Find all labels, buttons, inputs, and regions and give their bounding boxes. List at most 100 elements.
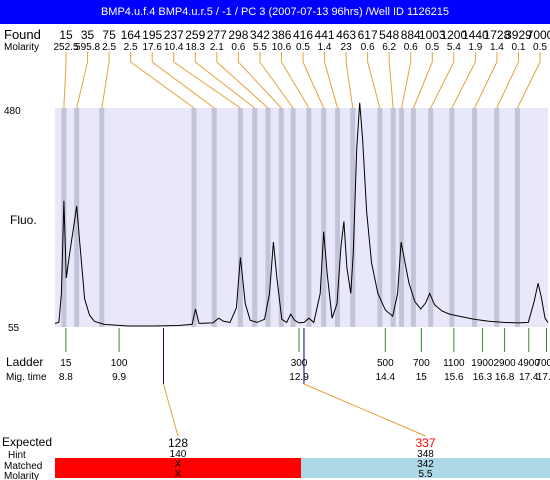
ladder-time-label: 17.4 [519, 372, 539, 383]
peak-bands [61, 108, 520, 327]
ladder-size-label: 1900 [471, 358, 494, 369]
found-peak-connector [194, 52, 255, 109]
ladder-size-label: 100 [111, 358, 128, 369]
found-peak-molarity: 2.5 [102, 42, 116, 53]
found-peak-molarity: 252.5 [53, 42, 78, 53]
ladder-size-label: 15 [60, 358, 72, 369]
peak-band [252, 108, 258, 327]
found-peak-molarity: 17.6 [142, 42, 162, 53]
expected-molarity: X [175, 469, 182, 480]
ladder-markers: 15 8.8 100 9.9 300 12.9 500 14.4 700 15 1100 15.6 19… [59, 328, 550, 383]
found-peak-connector [216, 52, 269, 109]
peak-band [211, 108, 217, 327]
expected-hint: 140 [170, 449, 187, 460]
found-peak-size: 441 [315, 28, 335, 42]
found-peak-molarity: 0.6 [231, 42, 245, 53]
ladder-size-label: 300 [291, 358, 308, 369]
ladder-time-label: 15.6 [444, 372, 464, 383]
found-peak-connector [259, 52, 294, 109]
found-peak-size: 277 [207, 28, 227, 42]
found-peak-molarity: 595.8 [75, 42, 100, 53]
found-peak-molarity: 0.1 [512, 42, 526, 53]
peak-band [99, 108, 105, 327]
peak-band [449, 108, 455, 327]
ladder-size-label: 2900 [493, 358, 516, 369]
found-peak-molarity: 23 [341, 42, 353, 53]
peak-band [350, 108, 356, 327]
found-peak-molarity: 2.5 [124, 42, 138, 53]
peak-band [514, 108, 520, 327]
plot-area [55, 108, 548, 327]
ladder-time-label: 12.9 [289, 372, 309, 383]
found-peak-molarity: 10.4 [164, 42, 184, 53]
found-peak-molarity: 0.5 [533, 42, 547, 53]
peak-band [237, 108, 243, 327]
found-peak-connector [474, 52, 498, 109]
found-peak-molarity: 5.4 [447, 42, 461, 53]
ladder-size-label: 700 [413, 358, 430, 369]
found-peaks: 15252.535595.8752.51642.519517.623710.42… [53, 28, 550, 109]
found-peak-size: 75 [102, 28, 116, 42]
ladder-time-label: 14.4 [376, 372, 396, 383]
found-peak-molarity: 18.3 [186, 42, 206, 53]
y-axis-label: Fluo. [10, 213, 37, 227]
ladder-time-label: 9.9 [112, 372, 126, 383]
peak-band [399, 108, 405, 327]
peak-band [191, 108, 197, 327]
found-peak-molarity: 1.9 [468, 42, 482, 53]
peak-band [265, 108, 271, 327]
ladder-size-label: 1100 [443, 358, 465, 369]
peak-band [472, 108, 478, 327]
expected-molarity: 5.5 [419, 469, 433, 480]
found-peak-size: 3929 [505, 28, 532, 42]
found-peak-connector [496, 52, 519, 109]
ladder-size-label: 4900 [518, 358, 541, 369]
found-peak-connector [451, 52, 476, 109]
hint-row-label: Hint [8, 450, 26, 461]
found-peak-size: 15 [59, 28, 73, 42]
found-peak-size: 164 [121, 28, 141, 42]
found-peak-connector [388, 52, 394, 109]
found-row-label: Found [4, 27, 41, 42]
found-peak-molarity: 0.5 [425, 42, 439, 53]
found-peak-connector [324, 52, 338, 109]
found-peak-connector [130, 52, 195, 109]
expected-connector [303, 383, 426, 437]
found-peak-size: 1440 [462, 28, 489, 42]
found-peak-connector [401, 52, 412, 109]
found-peak-connector [516, 52, 541, 109]
peak-band [428, 108, 434, 327]
found-peak-connector [173, 52, 241, 109]
found-peak-size: 298 [228, 28, 248, 42]
expected-matched: 342 [417, 459, 434, 470]
found-peak-molarity: 5.5 [253, 42, 267, 53]
molarity-bottom-row-label: Molarity [4, 471, 39, 480]
found-peak-molarity: 2.1 [210, 42, 224, 53]
peak-band [377, 108, 383, 327]
expected-hint: 348 [417, 449, 434, 460]
y-tick-label-top: 480 [4, 106, 21, 117]
found-peak-connector [237, 52, 282, 109]
expected-size: 337 [415, 436, 435, 450]
found-peak-size: 386 [271, 28, 291, 42]
found-peak-connector [430, 52, 455, 109]
found-peak-size: 1003 [419, 28, 446, 42]
found-peak-connector [367, 52, 381, 109]
found-peak-size: 463 [336, 28, 356, 42]
found-peak-connector [151, 52, 215, 109]
found-peak-molarity: 1.4 [318, 42, 332, 53]
found-peak-molarity: 0.6 [404, 42, 418, 53]
found-peak-size: 548 [379, 28, 399, 42]
found-peak-molarity: 10.6 [272, 42, 292, 53]
found-peak-connector [345, 52, 354, 109]
mig-time-row-label: Mig. time [6, 372, 47, 383]
found-peak-connector [63, 52, 67, 109]
fluorescence-trace [54, 102, 549, 327]
found-peak-molarity: 0.6 [361, 42, 375, 53]
y-tick-label-bottom: 55 [8, 323, 20, 334]
ladder-row-label: Ladder [6, 355, 43, 369]
found-peak-size: 1728 [484, 28, 511, 42]
